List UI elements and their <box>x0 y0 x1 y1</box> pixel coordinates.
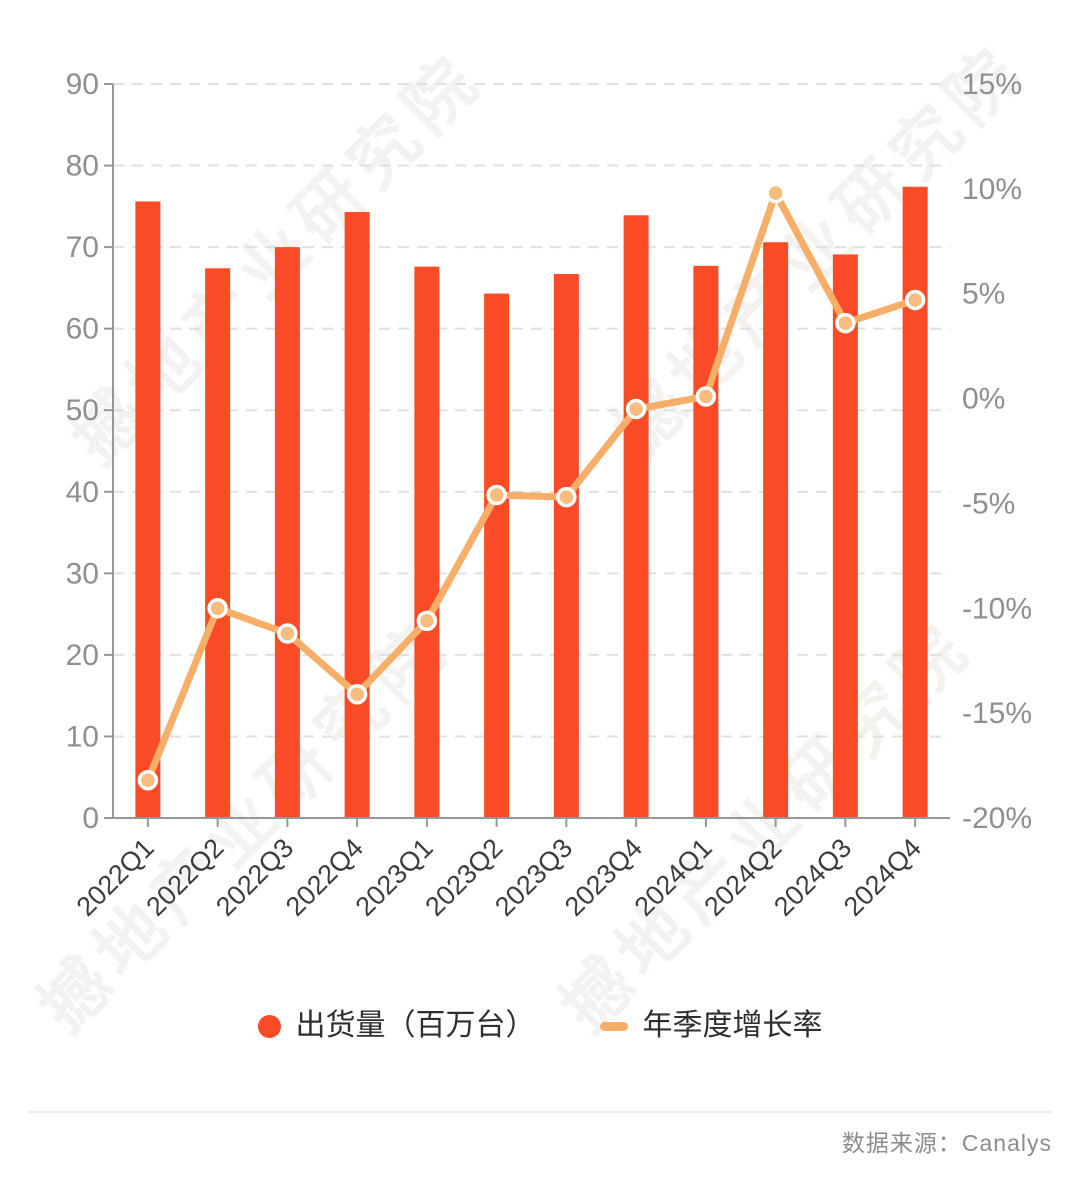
y-axis-label-left: 20 <box>66 639 99 672</box>
x-axis-label: 2023Q2 <box>419 833 508 922</box>
legend-label-growth: 年季度增长率 <box>642 1009 823 1042</box>
bar-2022Q3[interactable] <box>274 247 300 819</box>
growth-point-2023Q1[interactable] <box>416 610 438 632</box>
bar-2023Q1[interactable] <box>414 266 440 818</box>
legend-item-growth[interactable]: 年季度增长率 <box>599 1009 823 1042</box>
y-axis-label-left: 0 <box>82 802 99 835</box>
bar-2024Q4[interactable] <box>902 186 928 818</box>
x-axis-label: 2023Q4 <box>559 833 648 922</box>
x-axis-label: 2024Q4 <box>838 833 927 922</box>
y-axis-label-left: 60 <box>66 313 99 346</box>
y-axis-label-left: 30 <box>66 557 99 590</box>
y-axis-label-right: 0% <box>962 383 1005 416</box>
x-axis-label: 2024Q1 <box>629 833 718 922</box>
y-axis-label-right: -20% <box>962 802 1032 835</box>
bar-2022Q1[interactable] <box>135 201 161 818</box>
growth-point-2022Q2[interactable] <box>207 598 228 619</box>
growth-point-2023Q4[interactable] <box>625 398 647 420</box>
y-axis-label-right: 10% <box>962 173 1022 206</box>
y-axis-label-right: 15% <box>962 68 1022 101</box>
bar-2022Q4[interactable] <box>344 212 370 818</box>
x-axis-label: 2022Q1 <box>71 833 160 922</box>
growth-point-2024Q1[interactable] <box>695 386 717 407</box>
bar-2024Q2[interactable] <box>763 242 789 818</box>
legend-label-shipments: 出货量（百万台） <box>295 1009 536 1042</box>
x-axis-label: 2023Q3 <box>489 833 578 922</box>
growth-line <box>144 189 919 784</box>
growth-dash-icon <box>599 1021 628 1031</box>
bar-2022Q2[interactable] <box>205 268 231 818</box>
growth-point-2022Q3[interactable] <box>277 623 298 644</box>
bar-2024Q3[interactable] <box>832 254 858 818</box>
growth-point-2022Q4[interactable] <box>346 684 368 705</box>
x-axis-label: 2022Q2 <box>140 833 229 922</box>
legend-item-shipments[interactable]: 出货量（百万台） <box>257 1009 536 1042</box>
y-axis-label-left: 40 <box>66 476 99 509</box>
y-axis-label-left: 70 <box>66 231 99 264</box>
data-source-label: 数据来源：Canalys <box>841 1130 1052 1156</box>
x-axis-label: 2024Q2 <box>698 833 787 922</box>
growth-point-2024Q3[interactable] <box>835 312 856 334</box>
shipments-dot-icon <box>257 1014 281 1038</box>
y-axis-label-right: 5% <box>962 278 1005 311</box>
y-axis-label-right: -15% <box>962 697 1032 730</box>
shipments-growth-combo-chart: 0 10 20 30 40 50 60 70 80 90 15% 10% 5% 0% -5% -10% -15%… <box>66 68 1032 922</box>
y-axis-label-left: 50 <box>66 394 99 427</box>
growth-point-2022Q1[interactable] <box>137 770 159 791</box>
y-axis-label-left: 90 <box>66 68 99 101</box>
y-axis-label-right: -5% <box>962 487 1015 520</box>
bar-2023Q2[interactable] <box>484 293 510 818</box>
y-axis-label-right: -10% <box>962 592 1032 625</box>
growth-point-2024Q2[interactable] <box>765 182 786 204</box>
y-axis-label-left: 80 <box>66 150 99 183</box>
x-axis-label: 2023Q1 <box>350 833 439 922</box>
chart-legend: 出货量（百万台） 年季度增长率 <box>0 1000 1080 1052</box>
bar-2023Q3[interactable] <box>553 274 579 819</box>
bar-2023Q4[interactable] <box>623 215 649 818</box>
x-axis-label: 2024Q3 <box>768 833 857 922</box>
growth-point-2024Q4[interactable] <box>904 289 926 311</box>
growth-point-2023Q3[interactable] <box>556 486 577 508</box>
bar-2024Q1[interactable] <box>693 265 719 818</box>
x-axis-label: 2022Q3 <box>210 833 299 922</box>
x-axis-label: 2022Q4 <box>280 833 369 922</box>
y-axis-label-left: 10 <box>66 720 99 753</box>
growth-point-2023Q2[interactable] <box>486 484 507 506</box>
footer-divider <box>28 1111 1052 1113</box>
